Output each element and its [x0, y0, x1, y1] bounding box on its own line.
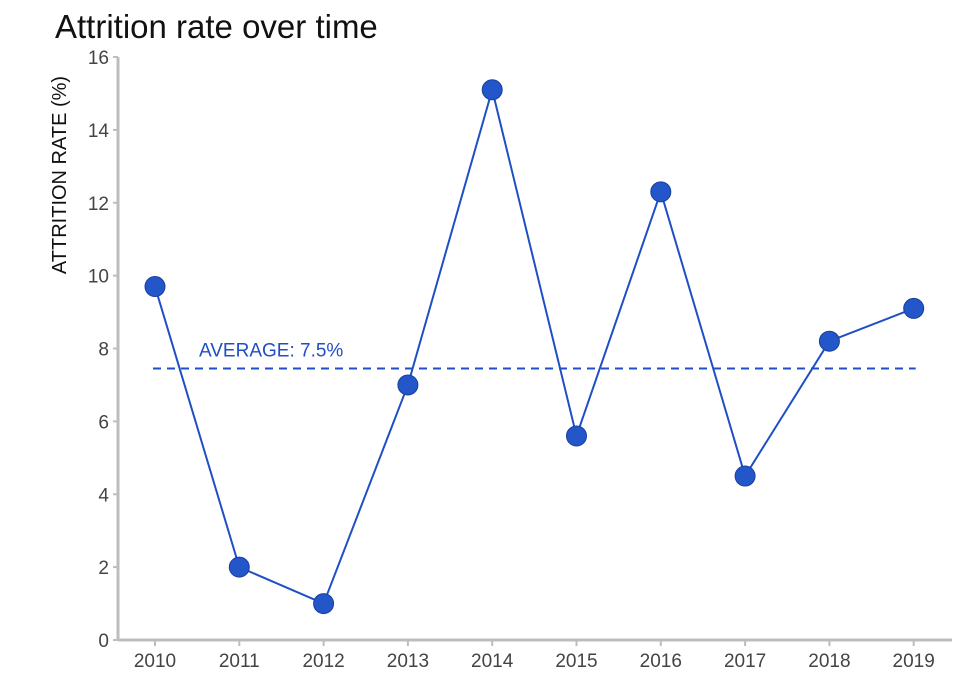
x-tick-label: 2011: [219, 651, 260, 672]
x-tick-label: 2012: [302, 651, 344, 672]
data-point: [144, 276, 166, 298]
y-tick-label: 0: [98, 631, 109, 652]
x-tick-label: 2010: [134, 651, 176, 672]
x-tick-label: 2018: [808, 651, 850, 672]
x-tick-label: 2016: [640, 651, 682, 672]
y-tick-label: 16: [88, 48, 109, 69]
chart-title: Attrition rate over time: [55, 8, 378, 45]
data-point: [313, 593, 335, 615]
series-line: [154, 85, 915, 605]
y-tick-label: 4: [98, 485, 109, 506]
data-point: [650, 181, 672, 203]
y-axis-title: ATTRITION RATE (%): [49, 76, 71, 274]
x-tick-label: 2015: [555, 651, 597, 672]
y-tick-label: 8: [98, 340, 109, 361]
x-tick-label: 2014: [471, 651, 514, 672]
data-point: [734, 465, 756, 487]
x-tick-label: 2013: [387, 651, 429, 672]
x-tick-label: 2017: [724, 651, 766, 672]
data-point: [481, 79, 503, 101]
data-point: [566, 425, 587, 447]
y-tick-label: 2: [98, 558, 109, 579]
y-tick-label: 12: [88, 194, 109, 215]
y-tick-label: 14: [88, 121, 110, 142]
y-tick-label: 10: [88, 267, 109, 288]
data-point: [903, 297, 925, 319]
average-label: AVERAGE: 7.5%: [199, 341, 343, 362]
attrition-series: [144, 79, 925, 615]
data-point: [228, 556, 250, 578]
y-tick-label: 6: [98, 412, 109, 433]
y-axis: 0 2 4 6 8 10 12 14 16: [88, 48, 120, 652]
average-annotation: AVERAGE: 7.5%: [153, 341, 916, 370]
x-axis: 2010 2011 2012 2013 2014 2015 2016 2017 2018 2019: [118, 638, 952, 672]
data-point: [818, 330, 840, 352]
x-tick-label: 2019: [893, 651, 935, 672]
data-point: [397, 374, 419, 396]
